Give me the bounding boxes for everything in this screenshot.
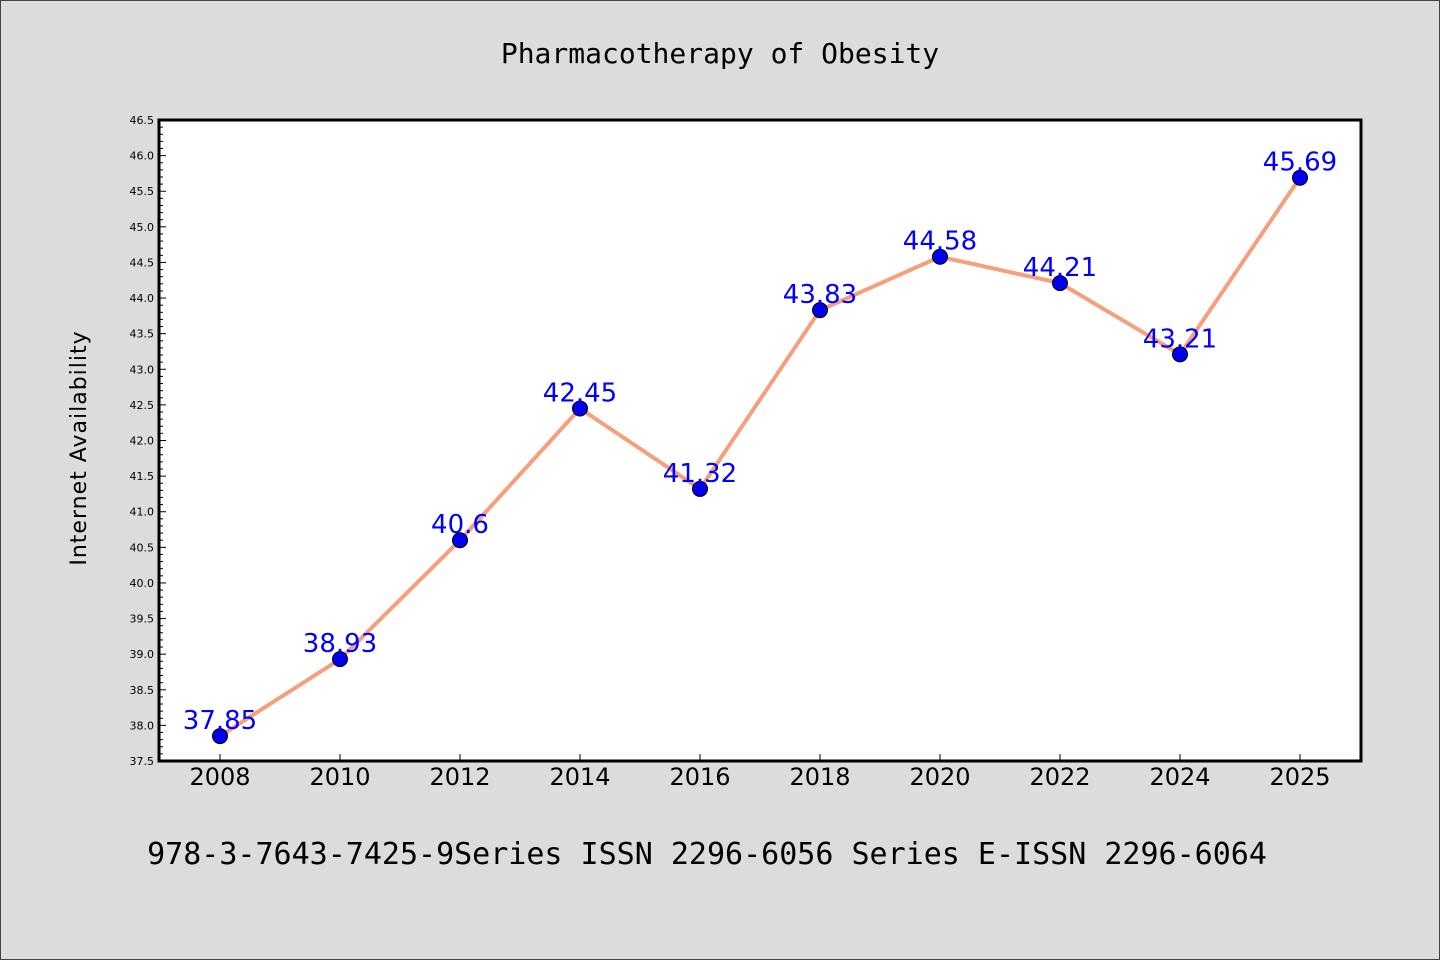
data-label: 42.45 (543, 378, 617, 408)
data-label: 44.58 (903, 227, 977, 257)
y-tick-label: 44.0 (130, 292, 155, 305)
y-tick-label: 41.5 (130, 470, 155, 483)
y-tick-label: 38.5 (130, 684, 155, 697)
y-tick-label: 39.5 (130, 613, 155, 626)
x-tick-label: 2008 (189, 763, 250, 791)
plot-area (157, 118, 1363, 763)
y-axis: 37.5 38.0 38.5 39.0 39.5 40.0 40.5 41.0 41.5 42.0… (130, 114, 166, 768)
data-label: 45.69 (1263, 148, 1337, 178)
x-tick-label: 2020 (909, 763, 970, 791)
x-tick-label: 2014 (549, 763, 610, 791)
y-tick-label: 45.0 (130, 221, 155, 234)
series-line (218, 176, 1302, 738)
data-label: 44.21 (1023, 253, 1097, 283)
data-point-marker (332, 651, 348, 668)
y-tick-label: 40.0 (130, 577, 155, 590)
x-tick-label: 2016 (669, 763, 730, 791)
data-point-marker (212, 728, 228, 745)
data-point-marker (452, 532, 468, 549)
chart-title: Pharmacotherapy of Obesity (501, 37, 939, 70)
y-tick-label: 45.5 (130, 185, 155, 198)
x-tick-label: 2018 (789, 763, 850, 791)
series-line-group (212, 169, 1308, 745)
y-tick-label: 38.0 (130, 719, 155, 732)
y-tick-label: 39.0 (130, 648, 155, 661)
data-point-marker (932, 248, 948, 265)
y-tick-label: 41.0 (130, 506, 155, 519)
data-point-marker (692, 480, 708, 497)
y-tick-label: 43.5 (130, 328, 155, 341)
data-label: 43.21 (1143, 324, 1217, 354)
data-point-marker (812, 302, 828, 319)
y-tick-label: 42.0 (130, 435, 155, 448)
x-axis: 2008 2010 2012 2014 2016 2018 2020 2022 2024 2025 (189, 754, 1331, 791)
y-tick-label: 43.0 (130, 363, 155, 376)
data-label: 37.85 (183, 706, 257, 736)
footer-isbn-text: 978-3-7643-7425-9Series ISSN 2296-6056 S… (147, 837, 1267, 872)
x-tick-label: 2022 (1029, 763, 1090, 791)
y-tick-label: 42.5 (130, 399, 155, 412)
data-point-marker (1172, 346, 1188, 363)
data-label: 43.83 (783, 280, 857, 310)
data-point-marker (1052, 275, 1068, 292)
y-tick-label: 44.5 (130, 256, 155, 269)
y-tick-label: 46.5 (130, 114, 155, 127)
data-label: 40.6 (431, 510, 489, 540)
data-labels-group: 37.85 38.93 40.6 42.45 41.32 43.83 44.58 44.21 4… (183, 148, 1337, 736)
y-tick-label: 37.5 (130, 755, 155, 768)
data-point-marker (572, 400, 588, 417)
y-tick-label: 46.0 (130, 150, 155, 163)
x-tick-label: 2024 (1149, 763, 1210, 791)
x-tick-label: 2025 (1269, 763, 1330, 791)
y-axis-label: Internet Availability (67, 330, 92, 565)
x-tick-label: 2010 (309, 763, 370, 791)
y-tick-label: 40.5 (130, 541, 155, 554)
data-label: 41.32 (663, 459, 737, 489)
data-label: 38.93 (303, 629, 377, 659)
data-point-marker (1292, 169, 1308, 186)
x-tick-label: 2012 (429, 763, 490, 791)
